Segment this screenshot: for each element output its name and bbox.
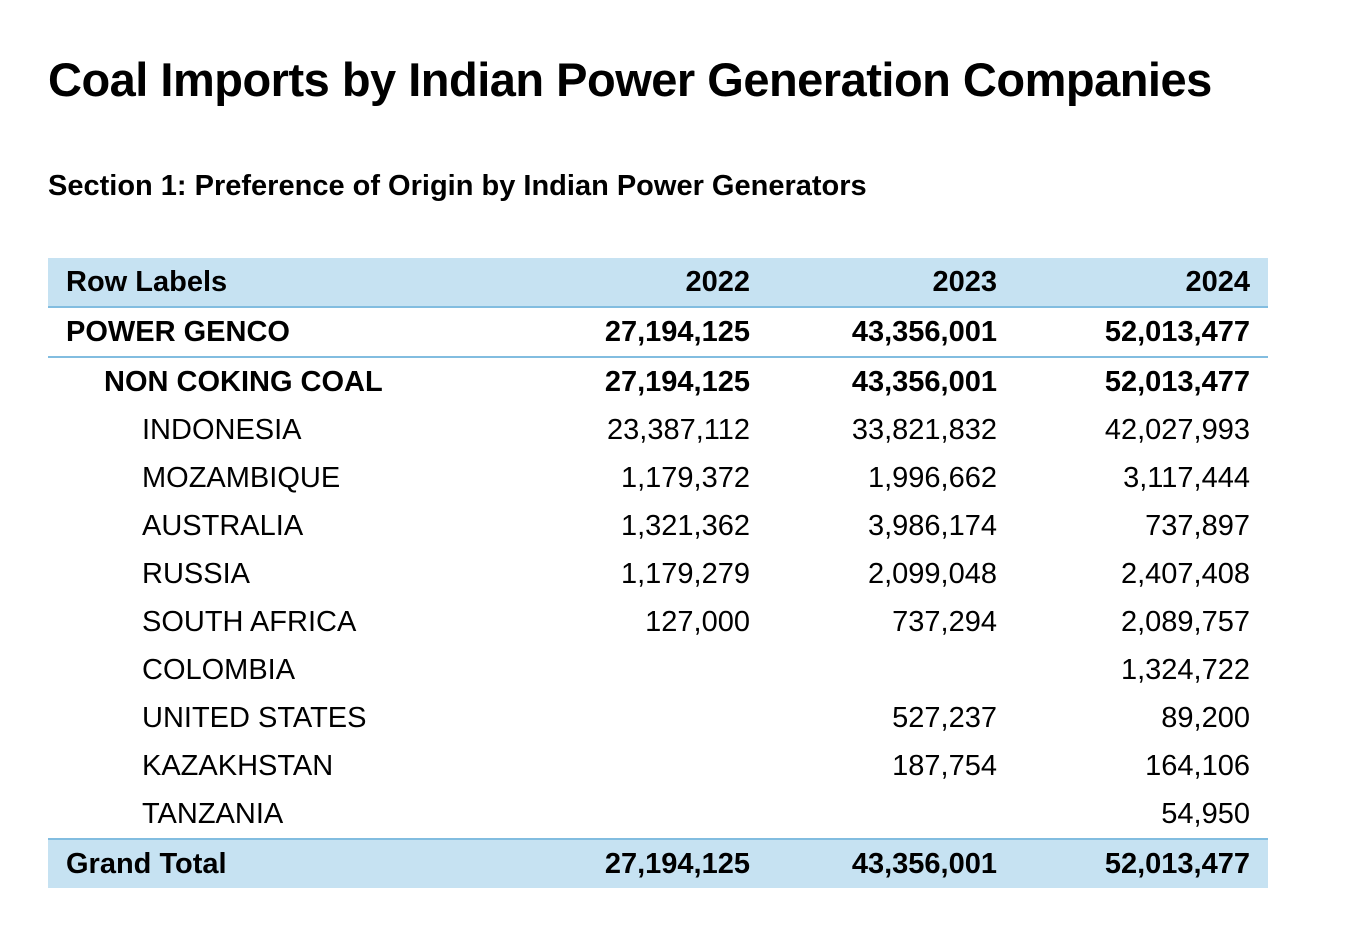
row-label[interactable]: RUSSIA	[142, 557, 250, 590]
cell-value	[518, 742, 768, 790]
row-label: Row Labels	[48, 258, 518, 308]
row-label[interactable]: MOZAMBIQUE	[142, 461, 341, 494]
row-label[interactable]: KAZAKHSTAN	[142, 749, 334, 782]
country-row: UNITED STATES 527,237 89,200	[48, 694, 1268, 742]
cell-value: 737,294	[892, 605, 997, 638]
country-row: TANZANIA 54,950	[48, 790, 1268, 839]
cell-value: 52,013,477	[1104, 365, 1250, 398]
cell-value: 1,324,722	[1120, 653, 1250, 686]
row-label[interactable]: SOUTH AFRICA	[142, 605, 357, 638]
cell-value: 42,027,993	[1104, 413, 1250, 446]
cell-value	[518, 694, 768, 742]
cell-value: 164,106	[1145, 749, 1250, 782]
country-row: RUSSIA 1,179,279 2,099,048 2,407,408	[48, 550, 1268, 598]
cell-value: 43,356,001	[851, 365, 997, 398]
cell-value: 2023	[768, 258, 1015, 308]
cell-value: 2,407,408	[1120, 557, 1250, 590]
cell-value: 127,000	[645, 605, 750, 638]
cell-value: 1,179,372	[620, 461, 750, 494]
cell-value	[518, 790, 768, 839]
country-row: MOZAMBIQUE 1,179,372 1,996,662 3,117,444	[48, 454, 1268, 502]
row-label[interactable]: UNITED STATES	[142, 701, 367, 734]
section-title: Section 1: Preference of Origin by India…	[48, 170, 867, 202]
country-row: KAZAKHSTAN 187,754 164,106	[48, 742, 1268, 790]
cell-value: 527,237	[892, 701, 997, 734]
cell-value: 2024	[1015, 258, 1268, 308]
cell-value: 27,194,125	[518, 307, 768, 358]
country-row: COLOMBIA 1,324,722	[48, 646, 1268, 694]
cell-value	[768, 646, 1015, 694]
cell-value: 2,089,757	[1120, 605, 1250, 638]
cell-value: 54,950	[1161, 797, 1250, 830]
pivot-table: Row Labels 2022 2023 2024 POWER GENCO 27,194,…	[48, 258, 1268, 888]
row-label[interactable]: INDONESIA	[142, 413, 302, 446]
row-label[interactable]: COLOMBIA	[142, 653, 296, 686]
cell-value: 52,013,477	[1015, 307, 1268, 358]
cell-value: 187,754	[892, 749, 997, 782]
row-label[interactable]: TANZANIA	[142, 797, 284, 830]
cell-value	[518, 646, 768, 694]
cell-value: 52,013,477	[1015, 838, 1268, 888]
cell-value: 737,897	[1145, 509, 1250, 542]
cell-value	[768, 790, 1015, 839]
row-label[interactable]: AUSTRALIA	[142, 509, 304, 542]
country-row: INDONESIA 23,387,112 33,821,832 42,027,993	[48, 406, 1268, 454]
cell-value: 2,099,048	[867, 557, 997, 590]
row-grand-total: Grand Total 27,194,125 43,356,001 52,013,47…	[48, 838, 1268, 888]
row-label[interactable]: Grand Total	[48, 838, 518, 888]
country-row: AUSTRALIA 1,321,362 3,986,174 737,897	[48, 502, 1268, 550]
cell-value: 1,996,662	[867, 461, 997, 494]
row-power-genco: POWER GENCO 27,194,125 43,356,001 52,013,47…	[48, 307, 1268, 358]
row-non-coking-coal: NON COKING COAL 27,194,125 43,356,001 52,01…	[48, 357, 1268, 406]
cell-value: 2022	[518, 258, 768, 308]
cell-value: 33,821,832	[851, 413, 997, 446]
cell-value: 43,356,001	[768, 838, 1015, 888]
cell-value: 27,194,125	[604, 365, 750, 398]
cell-value: 1,321,362	[620, 509, 750, 542]
country-row: SOUTH AFRICA 127,000 737,294 2,089,757	[48, 598, 1268, 646]
cell-value: 23,387,112	[607, 413, 750, 446]
cell-value: 89,200	[1161, 701, 1250, 734]
cell-value: 43,356,001	[768, 307, 1015, 358]
cell-value: 3,986,174	[867, 509, 997, 542]
cell-value: 27,194,125	[518, 838, 768, 888]
cell-value: 3,117,444	[1123, 461, 1250, 494]
page-title: Coal Imports by Indian Power Generation …	[48, 53, 1212, 106]
cell-value: 1,179,279	[620, 557, 750, 590]
row-label[interactable]: POWER GENCO	[48, 307, 518, 358]
header-row: Row Labels 2022 2023 2024	[48, 258, 1268, 308]
row-label[interactable]: NON COKING COAL	[104, 365, 383, 398]
